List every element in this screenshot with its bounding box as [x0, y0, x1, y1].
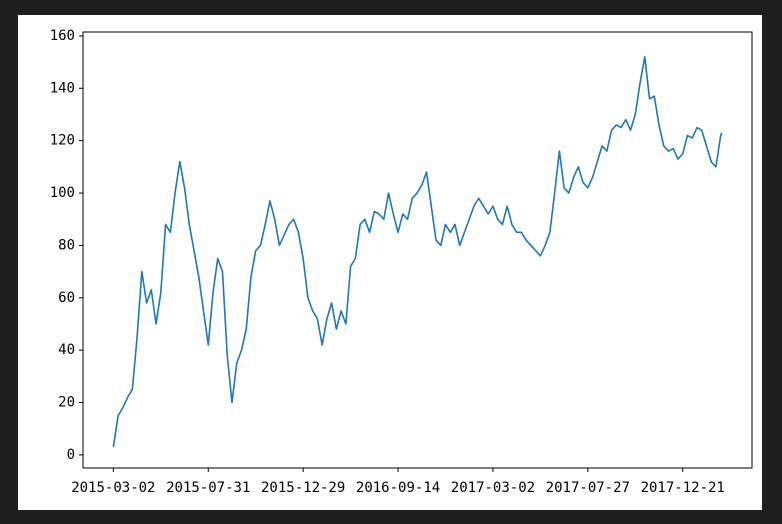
- data-line: [112, 56, 723, 448]
- x-tick-label: 2017-07-27: [546, 480, 630, 496]
- y-tick-label: 40: [58, 342, 75, 358]
- y-tick-label: 80: [58, 237, 75, 253]
- x-tick-label: 2015-03-02: [71, 480, 155, 496]
- x-tick-label: 2016-09-14: [356, 480, 440, 496]
- x-tick-label: 2017-03-02: [451, 480, 535, 496]
- figure-background: [18, 15, 762, 510]
- y-tick-label: 120: [50, 133, 75, 149]
- plot-area: 0 20 40 60 80 100 120 140 160 2015-03-02 2015-07-3…: [50, 28, 725, 496]
- x-tick-label: 2015-07-31: [166, 480, 250, 496]
- y-tick-label: 20: [58, 395, 75, 411]
- y-tick-label: 100: [50, 185, 75, 201]
- y-tick-label: 160: [50, 28, 75, 44]
- x-tick-label: 2017-12-21: [641, 480, 725, 496]
- y-tick-label: 60: [58, 290, 75, 306]
- y-tick-label: 0: [67, 447, 75, 463]
- y-tick-label: 140: [50, 80, 75, 96]
- x-tick-label: 2015-12-29: [261, 480, 345, 496]
- axes-frame: [82, 31, 753, 469]
